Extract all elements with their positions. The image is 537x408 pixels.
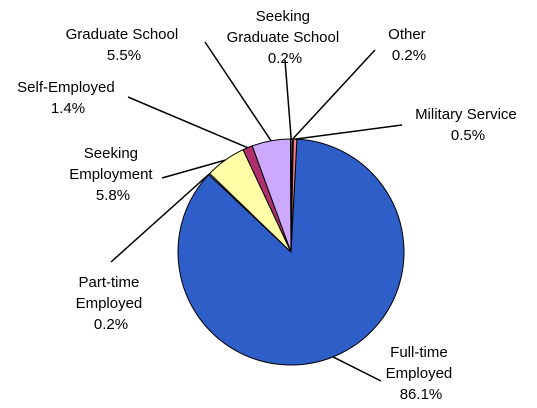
slice-label-line: Part-time	[78, 274, 139, 291]
slice-value-label: 0.2%	[94, 316, 128, 333]
svg-text:Seeking Employment: Seeking Employment 5.8%	[69, 145, 157, 204]
svg-text:Seeking Graduate School: Seeking Graduate School 0.2%	[227, 8, 344, 67]
svg-text:Self-Employed 1.4%: Self-Employed 1.4%	[17, 79, 119, 117]
leader-line	[292, 49, 376, 140]
slice-label-graduate-school: Graduate School 5.5%	[66, 26, 183, 64]
leader-line	[295, 124, 403, 140]
slice-label-line: Self-Employed	[17, 79, 115, 96]
leader-line	[204, 41, 272, 142]
slice-value-label: 0.2%	[268, 50, 302, 67]
slice-value-label: 0.5%	[451, 127, 485, 144]
slice-label-line: Seeking	[84, 145, 138, 162]
leader-line	[127, 96, 248, 149]
slice-label-line: Seeking	[256, 8, 310, 25]
leader-line	[284, 59, 292, 140]
slice-label-line: Full-time	[390, 344, 448, 361]
slice-label-line: Other	[388, 26, 426, 43]
slice-value-label: 1.4%	[51, 100, 85, 117]
slice-label-line: Employed	[76, 295, 143, 312]
leader-line	[161, 159, 226, 179]
slice-value-label: 0.2%	[392, 47, 426, 64]
slice-label-line: Graduate School	[227, 29, 340, 46]
slice-label-line: Employed	[386, 365, 453, 382]
slice-value-label: 86.1%	[400, 386, 443, 403]
slice-label-military-service: Military Service 0.5%	[415, 106, 521, 144]
leader-lines	[110, 41, 403, 382]
slice-label-part-time-employed: Part-time Employed 0.2%	[76, 274, 147, 333]
slice-label-other: Other 0.2%	[388, 26, 430, 64]
slice-value-label: 5.8%	[96, 187, 130, 204]
svg-text:Graduate School 5.5%: Graduate School 5.5%	[66, 26, 183, 64]
slice-value-label: 5.5%	[107, 47, 141, 64]
pie-slices	[177, 138, 405, 366]
slice-label-line: Graduate School	[66, 26, 179, 43]
slice-label-seeking-graduate-school: Seeking Graduate School 0.2%	[227, 8, 344, 67]
slice-label-line: Military Service	[415, 106, 517, 123]
slice-label-seeking-employment: Seeking Employment 5.8%	[69, 145, 157, 204]
svg-text:Full-time Employed: Full-time Employed 86.1%	[386, 344, 457, 403]
svg-text:Part-time Employed: Part-time Employed 0.2%	[76, 274, 147, 333]
slice-label-full-time-employed: Full-time Employed 86.1%	[386, 344, 457, 403]
leader-line	[110, 173, 210, 263]
slice-label-line: Employment	[69, 166, 153, 183]
slice-label-self-employed: Self-Employed 1.4%	[17, 79, 119, 117]
leader-line	[332, 356, 382, 382]
svg-text:Military Service 0.5%: Military Service 0.5%	[415, 106, 521, 144]
svg-text:Other 0.2%: Other 0.2%	[388, 26, 430, 64]
